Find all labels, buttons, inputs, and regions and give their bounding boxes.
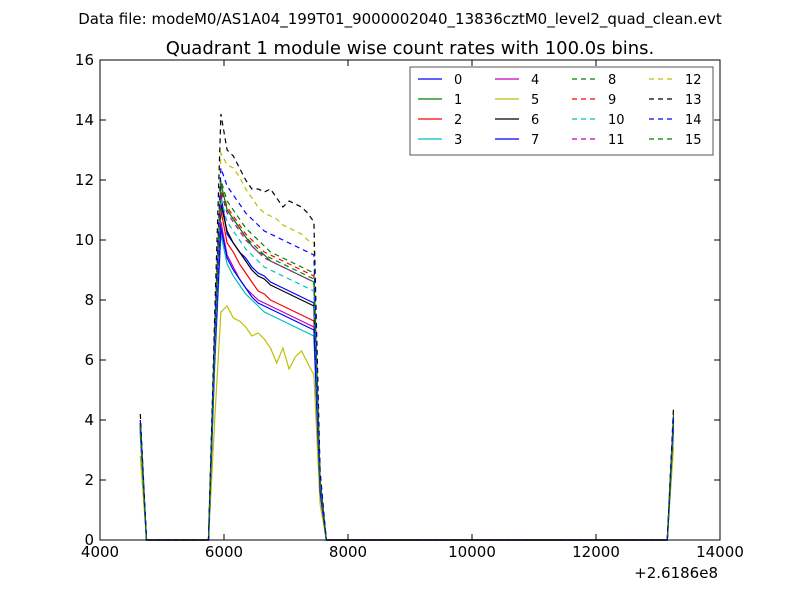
x-tick-label: 12000 bbox=[572, 543, 620, 561]
legend-label-9: 9 bbox=[608, 93, 616, 108]
figure-suptitle: Data file: modeM0/AS1A04_199T01_90000020… bbox=[78, 10, 722, 29]
legend-label-8: 8 bbox=[608, 73, 616, 88]
x-tick-label: 8000 bbox=[329, 543, 367, 561]
legend-label-4: 4 bbox=[531, 73, 539, 88]
legend-label-12: 12 bbox=[685, 73, 702, 88]
series-lines bbox=[139, 113, 675, 541]
x-tick-label: 4000 bbox=[81, 543, 119, 561]
x-tick-label: 14000 bbox=[696, 543, 744, 561]
legend-label-3: 3 bbox=[454, 133, 462, 148]
chart-title: Quadrant 1 module wise count rates with … bbox=[166, 38, 655, 59]
x-offset-label: +2.6186e8 bbox=[634, 564, 718, 582]
y-tick-label: 6 bbox=[84, 351, 94, 369]
series-line-7 bbox=[139, 227, 675, 541]
y-tick-label: 14 bbox=[75, 111, 94, 129]
y-tick-label: 12 bbox=[75, 171, 94, 189]
x-tick-label: 10000 bbox=[448, 543, 496, 561]
legend-label-7: 7 bbox=[531, 133, 539, 148]
legend-label-10: 10 bbox=[608, 113, 625, 128]
y-tick-label: 8 bbox=[84, 291, 94, 309]
series-line-3 bbox=[139, 233, 675, 541]
series-line-5 bbox=[139, 305, 675, 541]
legend-label-2: 2 bbox=[454, 113, 462, 128]
legend-label-11: 11 bbox=[608, 133, 625, 148]
legend-label-15: 15 bbox=[685, 133, 702, 148]
legend-label-13: 13 bbox=[685, 93, 702, 108]
legend-label-1: 1 bbox=[454, 93, 462, 108]
y-tick-label: 10 bbox=[75, 231, 94, 249]
legend-box bbox=[409, 66, 714, 156]
y-tick-label: 0 bbox=[84, 531, 94, 549]
legend-label-5: 5 bbox=[531, 93, 539, 108]
y-tick-label: 4 bbox=[84, 411, 94, 429]
y-tick-label: 16 bbox=[75, 51, 94, 69]
legend-label-14: 14 bbox=[685, 113, 702, 128]
legend-label-0: 0 bbox=[454, 73, 462, 88]
legend-label-6: 6 bbox=[531, 113, 539, 128]
x-tick-label: 6000 bbox=[205, 543, 243, 561]
y-tick-label: 2 bbox=[84, 471, 94, 489]
series-line-4 bbox=[139, 221, 675, 541]
